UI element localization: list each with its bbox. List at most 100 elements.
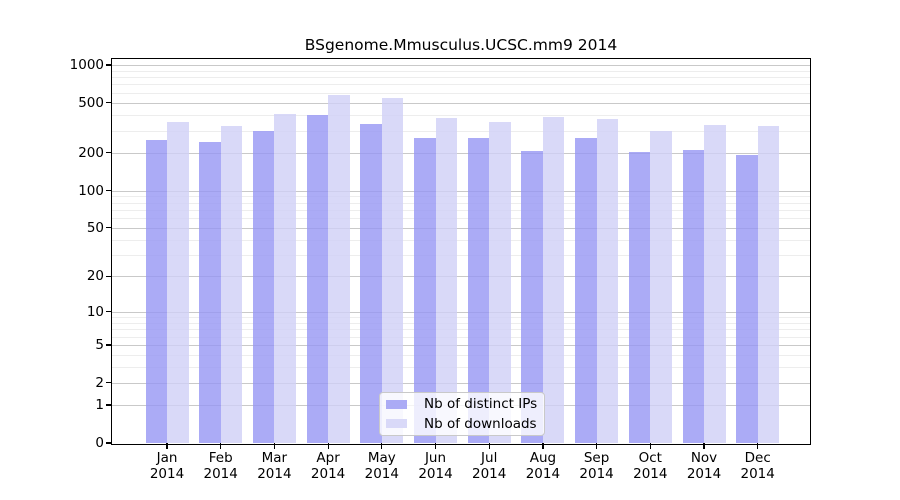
legend-label-distinct-ips: Nb of distinct IPs	[424, 396, 538, 413]
bar-distinct-ips-jan	[145, 140, 167, 443]
x-tick-label-dec: Dec 2014	[740, 450, 775, 482]
y-tick-0	[106, 442, 112, 444]
legend-swatch-distinct-ips	[386, 399, 407, 410]
gridline-minor-4	[112, 354, 810, 356]
gridline-minor-900	[112, 70, 810, 72]
bar-downloads-aug	[542, 117, 565, 443]
bar-downloads-sep	[596, 118, 619, 443]
x-tick-apr	[327, 443, 329, 449]
chart-title: BSgenome.Mmusculus.UCSC.mm9 2014	[304, 36, 618, 54]
gridline-major-20	[112, 276, 810, 278]
x-tick-label-oct: Oct 2014	[633, 450, 668, 482]
x-tick-aug	[542, 443, 544, 449]
gridline-minor-70	[112, 209, 810, 211]
legend-item-downloads: Nb of downloads	[380, 416, 544, 432]
x-tick-label-apr: Apr 2014	[310, 450, 346, 482]
gridline-minor-6	[112, 336, 810, 338]
bar-distinct-ips-apr	[306, 115, 329, 443]
y-tick-label-20: 20	[86, 268, 104, 285]
bar-distinct-ips-oct	[628, 151, 651, 443]
x-tick-label-feb: Feb 2014	[203, 450, 238, 482]
x-tick-label-nov: Nov 2014	[686, 450, 722, 482]
bar-distinct-ips-jul	[467, 138, 490, 443]
gridline-major-500	[112, 102, 810, 104]
gridline-minor-800	[112, 77, 810, 79]
gridline-minor-600	[112, 92, 810, 94]
bar-downloads-may	[381, 97, 404, 443]
y-tick-label-500: 500	[78, 94, 104, 111]
gridline-minor-60	[112, 218, 810, 219]
y-tick-50	[106, 227, 112, 229]
y-tick-label-200: 200	[78, 144, 104, 161]
x-tick-label-jul: Jul 2014	[472, 450, 507, 482]
gridline-minor-90	[112, 196, 810, 198]
bar-downloads-oct	[650, 130, 672, 443]
x-tick-may	[381, 443, 383, 449]
x-tick-jul	[488, 443, 490, 449]
y-tick-2	[106, 382, 112, 384]
legend-swatch-downloads	[386, 418, 407, 429]
x-tick-label-sep: Sep 2014	[579, 450, 614, 482]
y-tick-500	[106, 102, 112, 104]
gridline-major-5	[112, 345, 810, 346]
legend: Nb of distinct IPs Nb of downloads	[379, 392, 545, 436]
gridline-major-100	[112, 190, 810, 192]
gridline-major-10	[112, 311, 810, 313]
y-tick-label-10: 10	[86, 303, 104, 320]
gridline-major-50	[112, 227, 810, 229]
bar-distinct-ips-nov	[682, 149, 704, 443]
bar-distinct-ips-may	[360, 124, 382, 443]
bar-distinct-ips-mar	[252, 131, 275, 443]
bar-downloads-mar	[274, 113, 296, 443]
bar-distinct-ips-jun	[414, 138, 436, 443]
x-tick-jan	[166, 443, 168, 449]
y-tick-10	[106, 311, 112, 313]
x-tick-feb	[220, 443, 222, 449]
y-tick-label-1000: 1000	[69, 56, 104, 73]
gridline-minor-40	[112, 239, 810, 241]
x-tick-nov	[703, 443, 705, 449]
y-tick-label-0: 0	[95, 435, 104, 451]
gridline-major-2	[112, 382, 810, 384]
bar-downloads-jul	[489, 122, 511, 443]
legend-label-downloads: Nb of downloads	[424, 415, 537, 432]
x-tick-label-mar: Mar 2014	[257, 450, 292, 482]
y-tick-20	[106, 275, 112, 278]
bar-downloads-feb	[220, 125, 243, 443]
bar-downloads-dec	[757, 125, 780, 443]
bar-downloads-jun	[435, 117, 457, 443]
gridline-minor-30	[112, 255, 810, 257]
bar-distinct-ips-dec	[736, 154, 758, 443]
y-tick-label-1: 1	[95, 397, 104, 414]
bar-downloads-nov	[704, 124, 726, 443]
x-tick-label-jan: Jan 2014	[149, 450, 185, 482]
x-tick-sep	[596, 443, 598, 449]
gridline-minor-80	[112, 202, 810, 204]
y-tick-label-100: 100	[78, 182, 104, 199]
y-tick-100	[106, 189, 112, 192]
gridline-minor-3	[112, 367, 810, 369]
x-tick-dec	[757, 443, 759, 449]
x-tick-oct	[649, 443, 651, 449]
plot-area: Nb of distinct IPs Nb of downloads 1000 5…	[70, 57, 811, 482]
y-tick-label-2: 2	[95, 374, 104, 391]
gridline-minor-400	[112, 115, 810, 116]
y-tick-1	[106, 404, 112, 406]
x-tick-label-jun: Jun 2014	[418, 450, 453, 482]
y-tick-5	[106, 344, 112, 346]
x-tick-mar	[273, 443, 276, 449]
y-tick-label-50: 50	[86, 219, 104, 236]
bar-downloads-jan	[167, 122, 189, 443]
gridline-minor-8	[112, 322, 810, 324]
gridline-minor-300	[112, 130, 810, 132]
x-tick-label-may: May 2014	[364, 450, 399, 482]
y-tick-200	[106, 152, 112, 154]
x-tick-jun	[434, 443, 437, 449]
gridline-major-200	[112, 152, 810, 154]
y-tick-label-5: 5	[95, 337, 104, 353]
gridline-minor-7	[112, 329, 810, 331]
gridline-minor-700	[112, 84, 810, 86]
bar-distinct-ips-feb	[199, 141, 221, 443]
bar-downloads-apr	[328, 95, 350, 443]
